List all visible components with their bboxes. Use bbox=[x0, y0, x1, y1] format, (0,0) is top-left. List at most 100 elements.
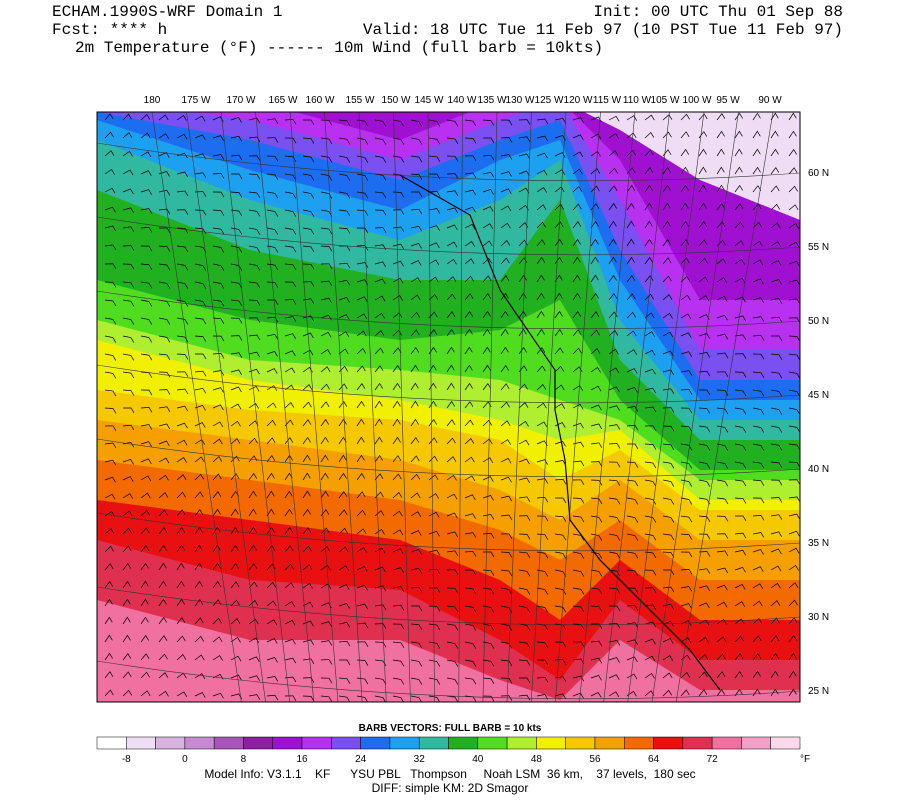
wind-barb bbox=[752, 335, 765, 341]
wind-barb bbox=[122, 459, 134, 465]
wind-barb bbox=[590, 623, 603, 630]
lat-label: 30 N bbox=[808, 612, 829, 623]
wind-barb bbox=[680, 294, 691, 301]
wind-barb bbox=[248, 173, 261, 180]
wind-barb bbox=[266, 227, 279, 235]
wind-barb bbox=[230, 173, 243, 180]
wind-barb bbox=[734, 497, 747, 504]
wind-barb bbox=[644, 293, 654, 301]
wind-barb bbox=[158, 492, 169, 499]
wind-barb bbox=[752, 497, 765, 504]
wind-barb bbox=[356, 509, 366, 517]
wind-barb bbox=[356, 641, 369, 648]
wind-barb bbox=[446, 155, 459, 162]
wind-barb bbox=[680, 313, 692, 320]
wind-barb bbox=[788, 652, 797, 661]
wind-barb bbox=[374, 677, 387, 685]
wind-barb bbox=[194, 281, 207, 289]
wind-barb bbox=[410, 277, 422, 283]
wind-barb bbox=[446, 659, 459, 667]
wind-barb bbox=[572, 675, 585, 682]
wind-barb bbox=[608, 386, 620, 392]
wind-barb bbox=[626, 424, 639, 431]
wind-barb bbox=[392, 586, 405, 592]
wind-barb bbox=[644, 672, 655, 679]
wind-barb bbox=[734, 334, 747, 341]
wind-barb bbox=[590, 238, 599, 247]
colorbar-label: -8 bbox=[122, 754, 131, 765]
footer-line: DIFF: simple KM: 2D Smagor bbox=[372, 781, 529, 795]
wind-barb bbox=[608, 238, 617, 247]
wind-barb bbox=[554, 641, 567, 648]
wind-barb bbox=[446, 641, 459, 649]
wind-barb bbox=[698, 551, 711, 557]
wind-barb bbox=[266, 437, 276, 445]
wind-barb bbox=[356, 454, 365, 463]
wind-barb bbox=[158, 457, 170, 464]
wind-barb bbox=[734, 443, 747, 451]
wind-barb bbox=[356, 695, 369, 702]
wind-barb bbox=[626, 349, 638, 355]
wind-barb bbox=[374, 209, 387, 216]
wind-barb bbox=[590, 366, 601, 373]
wind-barb bbox=[608, 479, 621, 486]
meridian bbox=[627, 112, 705, 702]
wind-barb bbox=[770, 600, 781, 607]
wind-barb bbox=[284, 263, 297, 270]
wind-barb bbox=[770, 514, 783, 520]
lon-label: 100 W bbox=[683, 95, 712, 106]
wind-barb bbox=[140, 189, 152, 195]
wind-barb bbox=[212, 544, 221, 553]
wind-barb bbox=[716, 407, 729, 415]
wind-barb bbox=[680, 276, 691, 283]
wind-barb bbox=[572, 256, 581, 265]
wind-barb bbox=[554, 384, 565, 391]
wind-barb bbox=[374, 454, 383, 463]
wind-barb bbox=[482, 364, 491, 373]
lon-label: 120 W bbox=[564, 95, 593, 106]
wind-barb bbox=[104, 652, 113, 661]
wind-barb bbox=[428, 530, 440, 537]
wind-barb bbox=[374, 227, 387, 233]
lat-label: 50 N bbox=[808, 316, 829, 327]
wind-barb bbox=[320, 659, 333, 665]
wind-barb bbox=[644, 604, 657, 611]
wind-barb bbox=[176, 281, 189, 289]
wind-barb bbox=[554, 169, 566, 175]
wind-barb bbox=[788, 425, 800, 433]
colorbar-box bbox=[96, 736, 127, 750]
wind-barb bbox=[428, 364, 437, 373]
wind-barb bbox=[428, 191, 441, 197]
wind-barb bbox=[788, 547, 800, 554]
wind-barb bbox=[356, 622, 369, 629]
wind-barb bbox=[572, 587, 585, 595]
wind-barb bbox=[158, 152, 170, 158]
wind-barb bbox=[392, 510, 403, 517]
wind-barb bbox=[446, 493, 458, 500]
wind-barb bbox=[626, 115, 638, 121]
wind-barb bbox=[302, 582, 313, 589]
wind-barb bbox=[626, 256, 635, 265]
wind-barb bbox=[554, 310, 563, 319]
wind-barb bbox=[734, 425, 747, 433]
wind-barb bbox=[428, 568, 441, 575]
wind-barb bbox=[482, 240, 493, 247]
wind-barb bbox=[338, 584, 350, 590]
wind-barb bbox=[482, 119, 495, 126]
wind-barb bbox=[482, 275, 492, 283]
wind-barb bbox=[248, 227, 261, 235]
wind-barb bbox=[266, 368, 278, 374]
wind-barb bbox=[518, 533, 531, 540]
wind-barb bbox=[590, 168, 601, 175]
wind-barb bbox=[284, 695, 297, 702]
wind-barb bbox=[770, 166, 780, 175]
wind-barb bbox=[608, 330, 619, 337]
wind-barb bbox=[410, 492, 421, 499]
wind-barb bbox=[446, 382, 455, 391]
wind-barb bbox=[356, 436, 365, 445]
wind-barb bbox=[104, 187, 116, 194]
parallel bbox=[97, 586, 800, 626]
wind-barb bbox=[410, 473, 421, 481]
wind-barb bbox=[122, 527, 133, 535]
wind-barb bbox=[392, 623, 405, 630]
